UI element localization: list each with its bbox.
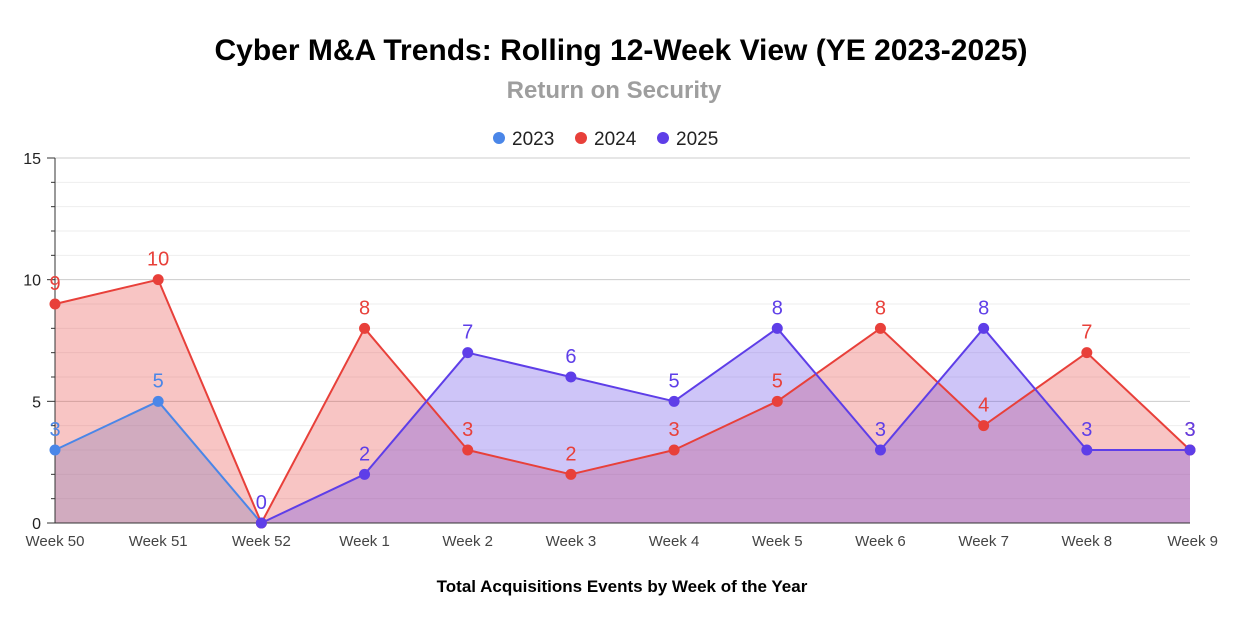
data-label-2024: 3 [462,419,473,441]
data-label-2025: 3 [1184,419,1195,441]
data-label-2025: 7 [462,322,473,344]
x-tick-label: Week 1 [339,533,390,550]
data-label-2024: 3 [669,419,680,441]
data-label-2025: 8 [772,297,783,319]
point-2024 [359,322,371,334]
x-tick-label: Week 7 [958,533,1009,550]
y-tick-label: 10 [23,273,41,290]
x-tick-label: Week 52 [232,533,291,550]
data-label-2024: 4 [978,395,989,417]
point-2025 [255,517,267,529]
data-label-2023: 5 [153,370,164,392]
x-tick-label: Week 2 [442,533,493,550]
data-label-2024: 2 [565,443,576,465]
point-2025 [668,395,680,407]
legend: 2023 2024 2025 [493,129,718,150]
point-2024 [978,420,990,432]
data-label-2025: 6 [565,346,576,368]
point-2023 [49,444,61,456]
point-2025 [771,322,783,334]
point-2024 [152,274,164,286]
x-tick-label: Week 5 [752,533,803,550]
point-2025 [874,444,886,456]
data-label-2025: 2 [359,443,370,465]
point-2024 [668,444,680,456]
point-2025 [565,371,577,383]
y-tick-label: 15 [23,151,41,168]
data-label-2025: 8 [978,297,989,319]
point-2024 [462,444,474,456]
grid [55,157,1190,500]
data-label-2025: 5 [669,370,680,392]
legend-label-2024: 2024 [594,129,637,150]
chart-title: Cyber M&A Trends: Rolling 12-Week View (… [214,34,1027,67]
point-2024 [771,395,783,407]
data-label-2024: 8 [875,297,886,319]
point-2023 [152,395,164,407]
data-label-2024: 5 [772,370,783,392]
point-2025 [1184,444,1196,456]
series-points [49,274,1196,529]
x-tick-label: Week 3 [546,533,597,550]
data-label-2025: 0 [256,492,267,514]
point-2025 [978,322,990,334]
area-2024 [55,279,1190,523]
legend-label-2025: 2025 [676,129,718,150]
data-label-2025: 3 [875,419,886,441]
y-tick-label: 5 [32,394,41,411]
data-label-2023: 3 [49,419,60,441]
x-axis-label: Total Acquisitions Events by Week of the… [437,577,808,596]
legend-marker-2024 [575,132,587,144]
x-axis-ticks: Week 50 Week 51 Week 52 Week 1 Week 2 Week 3 W… [26,533,1218,550]
point-2024 [1081,347,1093,359]
x-tick-label: Week 6 [855,533,906,550]
legend-marker-2025 [657,132,669,144]
data-label-2024: 8 [359,297,370,319]
data-label-2024: 9 [49,273,60,295]
data-label-2024: 7 [1081,322,1092,344]
point-2025 [462,347,474,359]
data-label-2024: 3 [1184,419,1195,441]
point-2024 [49,298,61,310]
x-tick-label: Week 8 [1062,533,1113,550]
area-2023 [55,401,262,523]
point-2025 [359,468,371,480]
y-tick-label: 0 [32,516,41,533]
x-tick-label: Week 50 [26,533,85,550]
data-label-2025: 3 [1081,419,1092,441]
series-line-2025 [260,327,1190,524]
data-label-2024: 10 [147,249,169,271]
chart-subtitle: Return on Security [507,77,722,104]
point-2024 [874,322,886,334]
legend-label-2023: 2023 [512,129,554,150]
legend-marker-2023 [493,132,505,144]
x-tick-label: Week 51 [129,533,188,550]
series-line-2024 [54,278,1191,524]
point-2024 [565,468,577,480]
x-tick-label: Week 9 [1167,533,1218,550]
point-2025 [1081,444,1093,456]
y-axis-ticks: 0 5 10 15 [23,151,41,533]
x-tick-label: Week 4 [649,533,700,550]
